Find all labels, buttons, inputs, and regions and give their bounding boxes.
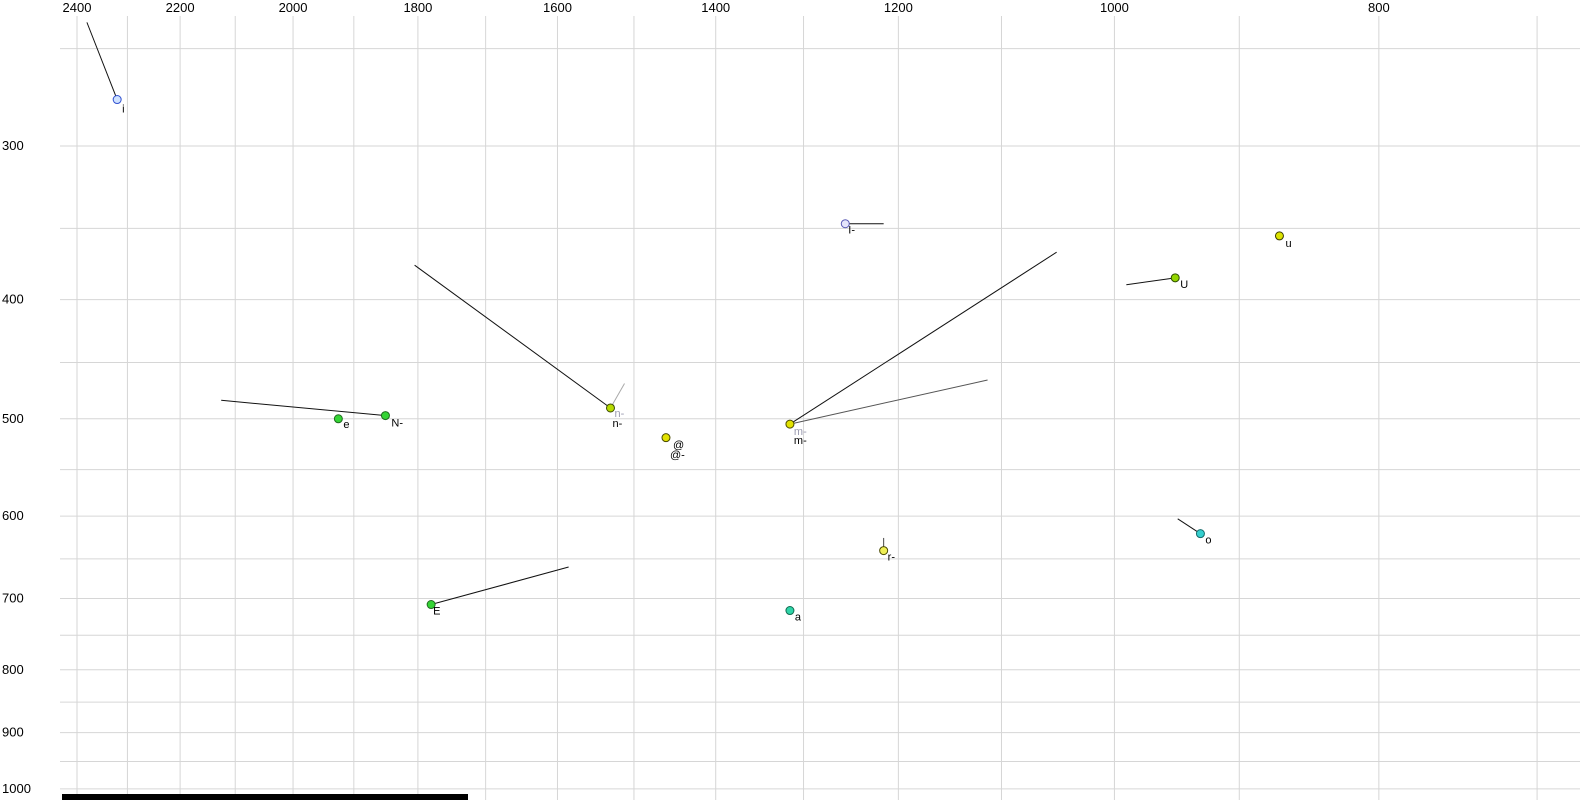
x-tick-label: 1600 [543, 0, 572, 15]
x-tick-label: 1400 [701, 0, 730, 15]
x-tick-label: 2000 [279, 0, 308, 15]
data-point-e[interactable] [333, 414, 343, 424]
data-point-u[interactable] [1274, 231, 1284, 241]
data-point-@[interactable] [661, 433, 671, 443]
data-point-N-[interactable] [380, 411, 390, 421]
x-tick-label: 2200 [166, 0, 195, 15]
point-label-I-: I- [848, 225, 855, 237]
glide-line-m- [789, 251, 1057, 425]
point-label-r-: r- [888, 552, 896, 564]
y-tick-label: 1000 [2, 781, 31, 796]
data-point-I-[interactable] [840, 219, 850, 229]
glide-line-m- [789, 379, 988, 425]
bottom-edge-bar [62, 794, 468, 800]
point-label-N-: N- [391, 418, 403, 430]
x-tick-label: 1800 [403, 0, 432, 15]
data-point-E[interactable] [426, 600, 436, 610]
data-point-i[interactable] [112, 95, 122, 105]
point-label-i: i [122, 104, 124, 116]
y-tick-label: 900 [2, 725, 24, 740]
glide-line-n- [610, 383, 625, 409]
y-tick-label: 800 [2, 662, 24, 677]
point-label-a: a [795, 612, 802, 624]
data-point-o[interactable] [1195, 529, 1205, 539]
x-tick-label: 800 [1368, 0, 1390, 15]
data-point-U[interactable] [1170, 273, 1180, 283]
data-point-n-[interactable] [605, 403, 615, 413]
data-point-a[interactable] [785, 606, 795, 616]
glide-line-U [1126, 277, 1176, 286]
y-tick-label: 600 [2, 508, 24, 523]
point-label-u: u [1285, 238, 1291, 250]
y-tick-label: 500 [2, 411, 24, 426]
point-label-m--coded: m- [794, 435, 807, 447]
point-label-@: @ [673, 440, 684, 452]
y-tick-label: 700 [2, 590, 24, 605]
point-label-E: E [433, 606, 440, 618]
point-label-m-: m- [794, 426, 807, 438]
glide-line-i [86, 22, 118, 100]
point-label-n-: n- [614, 408, 624, 420]
glide-line-n- [414, 264, 611, 409]
data-point-r-[interactable] [879, 546, 889, 556]
point-label-n--coded: n- [612, 418, 622, 430]
point-label-e: e [343, 419, 349, 431]
y-tick-label: 300 [2, 138, 24, 153]
x-tick-label: 1000 [1100, 0, 1129, 15]
glide-line-E [431, 566, 569, 606]
glide-line-N- [221, 399, 386, 417]
data-point-m-[interactable] [785, 419, 795, 429]
y-tick-label: 400 [2, 292, 24, 307]
point-label-@-coded: @- [670, 450, 685, 462]
x-tick-label: 1200 [884, 0, 913, 15]
point-label-o: o [1205, 535, 1211, 547]
x-tick-label: 2400 [63, 0, 92, 15]
glide-line-o [1177, 518, 1201, 535]
point-label-U: U [1180, 279, 1188, 291]
